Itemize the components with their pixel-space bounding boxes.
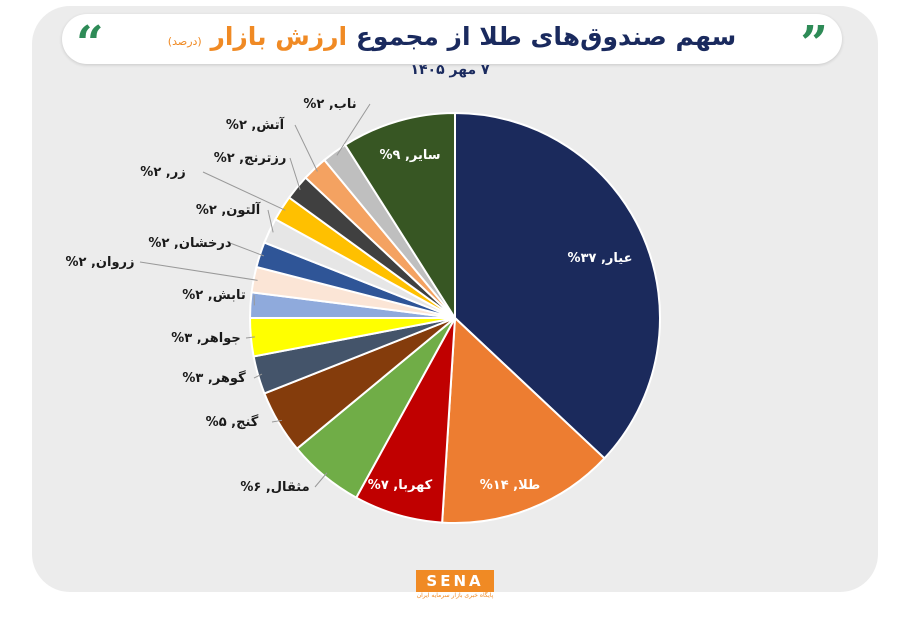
value-label: , ۹% (379, 148, 409, 163)
value-label: , ۱۴% (480, 478, 518, 493)
category-name: مثقال (271, 480, 310, 495)
category-name: درخشان (179, 236, 232, 251)
value-label: , ۳% (182, 371, 212, 386)
category-name: کهربا (398, 478, 432, 493)
leader-line (245, 336, 255, 339)
quote-icon: ” (800, 16, 828, 72)
category-name: ناب (334, 97, 357, 112)
value-label: , ۳۷% (568, 251, 606, 266)
subtitle: (درصد) (167, 35, 202, 48)
value-label: , ۵% (206, 415, 236, 430)
category-name: گوهر (212, 370, 246, 386)
data-label: ناب, ۲% (303, 97, 356, 112)
category-name: عیار (605, 251, 633, 266)
category-name: زر (170, 165, 186, 180)
data-label: درخشان, ۲% (148, 236, 231, 251)
data-label: آلتون, ۲% (196, 201, 261, 218)
value-label: , ۳% (171, 331, 201, 346)
category-name: رزترنج (244, 151, 286, 166)
value-label: , ۷% (368, 478, 398, 493)
leader-line (139, 261, 258, 281)
title-bar: “ ” سهم صندوق‌های طلا از مجموع ارزش بازا… (62, 14, 842, 72)
data-label: آتش, ۲% (226, 116, 285, 133)
data-label: زر, ۲% (140, 165, 185, 180)
pie-slice (441, 315, 606, 524)
data-label: زروان, ۲% (65, 255, 134, 270)
value-label: , ۲% (148, 236, 178, 251)
leader-line (289, 157, 301, 191)
value-label: , ۲% (140, 165, 170, 180)
leader-line (271, 419, 283, 423)
data-label: مثقال, ۶% (240, 480, 309, 495)
data-label: رزترنج, ۲% (214, 151, 287, 166)
logo-caption: پایگاه خبری بازار سرمایه ایران (416, 592, 494, 599)
data-label: طلا, ۱۴% (480, 478, 541, 493)
data-label: سایر, ۹% (379, 148, 440, 163)
title-text: سهم صندوق‌های طلا از مجموع (355, 22, 737, 51)
leader-line (294, 124, 318, 172)
leader-line (229, 242, 265, 257)
value-label: , ۲% (196, 203, 226, 218)
category-name: گنج (236, 414, 259, 430)
data-label: گوهر, ۳% (182, 370, 246, 386)
data-label: جواهر, ۳% (171, 331, 241, 346)
leader-line (336, 103, 371, 156)
logo: SENA پایگاه خبری بازار سرمایه ایران (416, 570, 494, 599)
data-label: کهربا, ۷% (368, 478, 433, 493)
title-highlight: ارزش بازار (210, 22, 348, 51)
leader-line (267, 209, 274, 233)
category-name: سایر (409, 148, 441, 163)
category-name: زروان (96, 255, 135, 270)
value-label: , ۲% (226, 118, 256, 133)
logo-text: SENA (416, 570, 494, 592)
value-label: , ۲% (65, 255, 95, 270)
value-label: , ۶% (240, 480, 270, 495)
leader-line (202, 171, 286, 211)
pie-slice (343, 111, 456, 322)
data-label: گنج, ۵% (206, 414, 259, 430)
category-name: طلا (518, 478, 540, 493)
leader-line (314, 472, 328, 488)
quote-icon: “ (76, 16, 104, 72)
value-label: , ۲% (303, 97, 333, 112)
category-name: آتش (256, 116, 284, 133)
value-label: , ۲% (214, 151, 244, 166)
category-name: آلتون (226, 201, 260, 218)
data-label: عیار, ۳۷% (568, 251, 633, 266)
value-label: , ۲% (182, 288, 212, 303)
pie-slice (454, 111, 661, 460)
category-name: تابش (213, 288, 246, 303)
leader-line (253, 373, 263, 379)
data-label: تابش, ۲% (182, 288, 245, 303)
chart-title: سهم صندوق‌های طلا از مجموع ارزش بازار (د… (62, 22, 842, 51)
date: ۷ مهر ۱۴۰۵ (410, 62, 490, 78)
category-name: جواهر (201, 331, 241, 346)
